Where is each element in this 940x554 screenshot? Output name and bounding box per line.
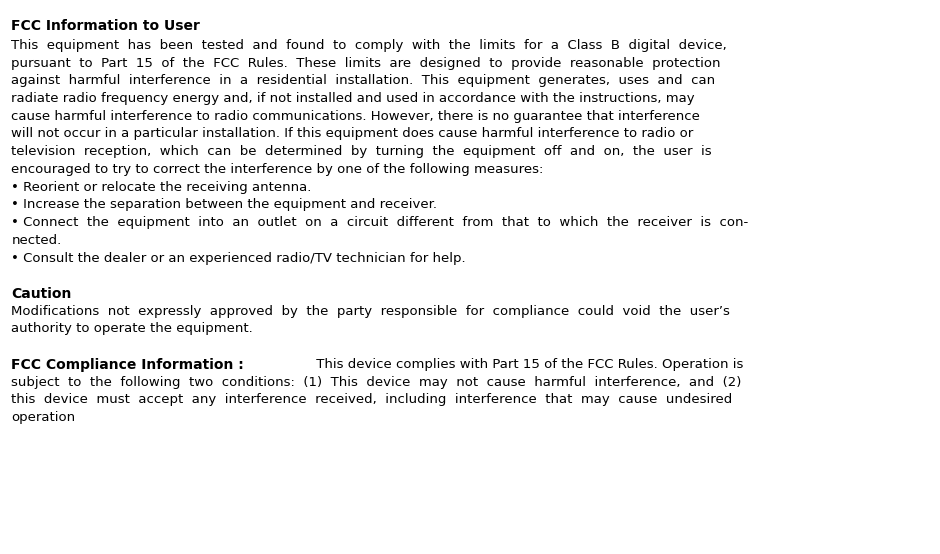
Text: encouraged to try to correct the interference by one of the following measures:: encouraged to try to correct the interfe… bbox=[11, 163, 543, 176]
Text: • Connect  the  equipment  into  an  outlet  on  a  circuit  different  from  th: • Connect the equipment into an outlet o… bbox=[11, 216, 748, 229]
Text: • Consult the dealer or an experienced radio/TV technician for help.: • Consult the dealer or an experienced r… bbox=[11, 252, 466, 264]
Text: This device complies with Part 15 of the FCC Rules. Operation is: This device complies with Part 15 of the… bbox=[311, 358, 743, 371]
Text: FCC Information to User: FCC Information to User bbox=[11, 19, 200, 33]
Text: Caution: Caution bbox=[11, 287, 71, 301]
Text: nected.: nected. bbox=[11, 234, 61, 247]
Text: authority to operate the equipment.: authority to operate the equipment. bbox=[11, 322, 253, 335]
Text: FCC Compliance Information :: FCC Compliance Information : bbox=[11, 358, 244, 372]
Text: this  device  must  accept  any  interference  received,  including  interferenc: this device must accept any interference… bbox=[11, 393, 732, 406]
Text: • Increase the separation between the equipment and receiver.: • Increase the separation between the eq… bbox=[11, 198, 437, 211]
Text: radiate radio frequency energy and, if not installed and used in accordance with: radiate radio frequency energy and, if n… bbox=[11, 92, 695, 105]
Text: operation: operation bbox=[11, 411, 75, 424]
Text: cause harmful interference to radio communications. However, there is no guarant: cause harmful interference to radio comm… bbox=[11, 110, 700, 122]
Text: • Reorient or relocate the receiving antenna.: • Reorient or relocate the receiving ant… bbox=[11, 181, 312, 193]
Text: against  harmful  interference  in  a  residential  installation.  This  equipme: against harmful interference in a reside… bbox=[11, 74, 715, 87]
Text: Modifications  not  expressly  approved  by  the  party  responsible  for  compl: Modifications not expressly approved by … bbox=[11, 305, 730, 317]
Text: This  equipment  has  been  tested  and  found  to  comply  with  the  limits  f: This equipment has been tested and found… bbox=[11, 39, 727, 52]
Text: subject  to  the  following  two  conditions:  (1)  This  device  may  not  caus: subject to the following two conditions:… bbox=[11, 376, 742, 388]
Text: will not occur in a particular installation. If this equipment does cause harmfu: will not occur in a particular installat… bbox=[11, 127, 694, 140]
Text: television  reception,  which  can  be  determined  by  turning  the  equipment : television reception, which can be deter… bbox=[11, 145, 712, 158]
Text: pursuant  to  Part  15  of  the  FCC  Rules.  These  limits  are  designed  to  : pursuant to Part 15 of the FCC Rules. Th… bbox=[11, 57, 721, 69]
